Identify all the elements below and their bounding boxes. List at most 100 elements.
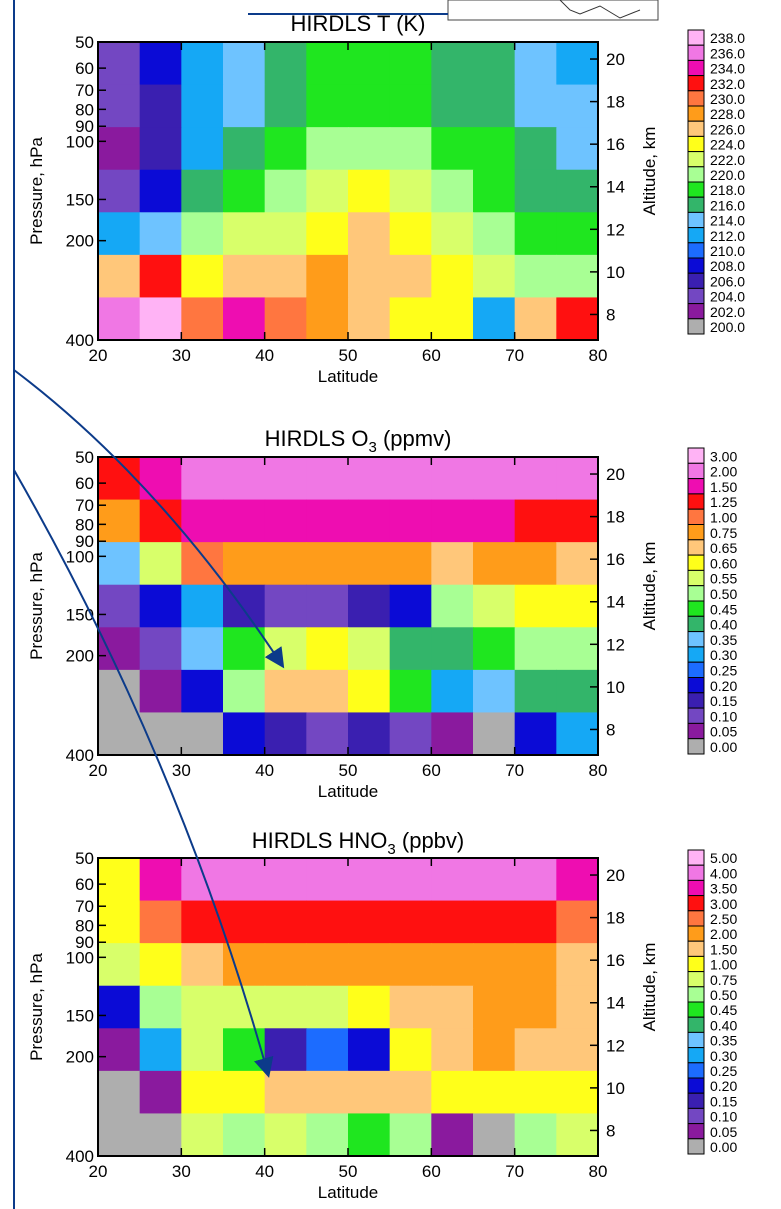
y2-tick-label: 14 [606, 178, 625, 197]
y2-tick-label: 8 [606, 1121, 615, 1140]
colorbar-label: 0.65 [710, 540, 737, 556]
heatmap-cell [514, 584, 557, 628]
x-tick-label: 70 [505, 346, 524, 365]
heatmap-cell [514, 1070, 557, 1115]
heatmap-cell [556, 858, 599, 902]
x-tick-label: 50 [339, 346, 358, 365]
colorbar-label: 0.05 [710, 724, 737, 740]
x-tick-label: 30 [172, 761, 191, 780]
colorbar-label: 0.45 [710, 1002, 737, 1018]
heatmap-cell [181, 457, 224, 501]
y-tick-label: 400 [66, 746, 94, 765]
colorbar-label: 0.75 [710, 972, 737, 988]
heatmap-cell [223, 712, 266, 756]
heatmap-cell [431, 542, 474, 586]
heatmap-cell [264, 584, 307, 628]
heatmap-cell [556, 169, 599, 213]
colorbar-swatch [687, 508, 705, 526]
colorbar-label: 232.0 [710, 76, 745, 92]
heatmap-cell [139, 297, 182, 341]
heatmap-cell [139, 985, 182, 1029]
colorbar-swatch [687, 955, 705, 973]
heatmap-cell [556, 584, 599, 628]
heatmap-cell [139, 900, 182, 944]
y-tick-label: 150 [66, 1006, 94, 1025]
heatmap-cell [514, 985, 557, 1029]
y-tick-label: 100 [66, 132, 94, 151]
colorbar-swatch [687, 971, 705, 988]
heatmap-cell [431, 669, 474, 714]
colorbar-label: 0.20 [710, 678, 737, 694]
heatmap-cell [556, 542, 599, 586]
heatmap-cell [431, 1113, 474, 1157]
heatmap-cell [514, 169, 557, 213]
y-tick-label: 60 [75, 875, 94, 894]
colorbar-swatch [687, 1123, 705, 1140]
y2-tick-label: 8 [606, 720, 615, 739]
colorbar-swatch [687, 303, 705, 320]
heatmap-cell [306, 42, 349, 86]
heatmap-cell [556, 943, 599, 987]
heatmap-cell [264, 900, 307, 944]
heatmap-cell [556, 1070, 599, 1115]
heatmap-cell [556, 84, 599, 128]
heatmap-cell [389, 627, 432, 671]
heatmap-cell [514, 1028, 557, 1072]
heatmap-cell [348, 985, 391, 1029]
heatmap-cell [389, 1070, 432, 1115]
heatmap-cell [139, 212, 182, 256]
heatmap-cell [473, 1070, 516, 1115]
heatmap-cell [306, 712, 349, 756]
colorbar-swatch [687, 120, 705, 137]
heatmap-cell [473, 127, 516, 171]
heatmap-cell [348, 254, 391, 299]
heatmap-field [98, 457, 599, 756]
heatmap-cell [389, 212, 432, 256]
colorbar-swatch [687, 462, 705, 480]
heatmap-cell [514, 42, 557, 86]
colorbar-swatch [687, 692, 705, 709]
heatmap-cell [473, 84, 516, 128]
heatmap-cell [223, 169, 266, 213]
colorbar-label: 0.25 [710, 1063, 737, 1079]
heatmap-cell [139, 584, 182, 628]
annotation-arrows [13, 369, 285, 1078]
heatmap-cell [431, 627, 474, 671]
heatmap-cell [348, 212, 391, 256]
colorbar: 3.002.001.501.251.000.750.650.600.550.50… [687, 447, 737, 755]
colorbar-swatch [687, 1107, 705, 1125]
heatmap-cell [98, 1028, 141, 1072]
heatmap-cell [514, 943, 557, 987]
heatmap-cell [223, 1028, 266, 1072]
heatmap-cell [98, 1113, 141, 1157]
heatmap-cell [348, 457, 391, 501]
heatmap-cell [181, 212, 224, 256]
heatmap-cell [556, 1028, 599, 1072]
colorbar-swatch [687, 90, 705, 107]
colorbar-swatch [687, 211, 705, 229]
heatmap-cell [473, 858, 516, 902]
heatmap-cell [514, 212, 557, 256]
colorbar-label: 3.50 [710, 881, 737, 897]
y2-tick-label: 16 [606, 550, 625, 569]
heatmap-cell [348, 858, 391, 902]
colorbar-label: 0.35 [710, 1033, 737, 1049]
colorbar-swatch [687, 493, 705, 510]
arrow-ozone [13, 369, 285, 669]
colorbar-swatch [687, 318, 705, 335]
colorbar-label: 0.00 [710, 739, 737, 755]
heatmap-cell [348, 1028, 391, 1072]
colorbar-swatch [687, 272, 705, 289]
heatmap-cell [181, 542, 224, 586]
colorbar-swatch [687, 661, 705, 679]
heatmap-cell [223, 542, 266, 586]
heatmap-cell [98, 542, 141, 586]
x-tick-label: 50 [339, 761, 358, 780]
heatmap-cell [181, 1113, 224, 1157]
heatmap-cell [181, 985, 224, 1029]
colorbar-label: 1.50 [710, 941, 737, 957]
colorbar-label: 218.0 [710, 182, 745, 198]
heatmap-cell [306, 499, 349, 543]
x-tick-label: 20 [89, 1162, 108, 1181]
colorbar-swatch [687, 135, 705, 153]
